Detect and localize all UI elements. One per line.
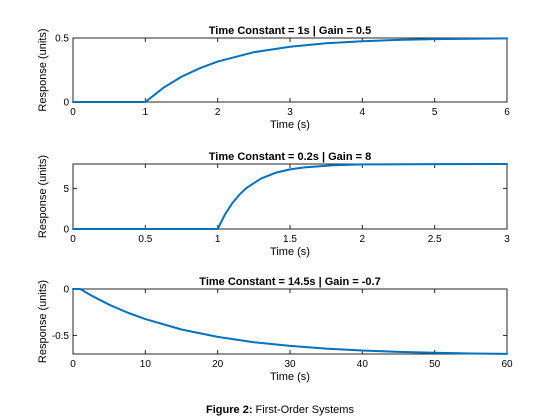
subplot-title: Time Constant = 14.5s | Gain = -0.7 — [199, 276, 380, 288]
x-tick-label: 0 — [70, 234, 76, 245]
x-tick-label: 1 — [143, 107, 149, 118]
x-tick-label: 0 — [70, 359, 76, 370]
x-axis-label: Time (s) — [270, 371, 310, 383]
x-tick-label: 0 — [70, 107, 76, 118]
x-tick-label: 1 — [215, 234, 221, 245]
x-tick-label: 30 — [284, 359, 296, 370]
x-tick-label: 20 — [212, 359, 224, 370]
response-line — [72, 37, 508, 103]
x-tick-label: 3 — [504, 234, 510, 245]
x-tick-label: 10 — [140, 359, 152, 370]
response-line — [72, 163, 508, 230]
x-axis-label: Time (s) — [270, 246, 310, 258]
y-tick-label: -0.5 — [52, 331, 70, 342]
y-tick-label: 5 — [63, 184, 69, 195]
x-tick-label: 50 — [429, 359, 441, 370]
x-tick-label: 2.5 — [428, 234, 442, 245]
x-tick-label: 1.5 — [283, 234, 297, 245]
y-axis-label: Response (units) — [37, 155, 49, 238]
plot-area — [72, 37, 508, 103]
subplot-title: Time Constant = 1s | Gain = 0.5 — [209, 25, 371, 37]
y-tick-label: 0 — [63, 285, 69, 296]
subplot-2: 0 0.5 1 1.5 2 2.5 3 0 5 Time Constant = 0.2s | Ga… — [37, 151, 510, 258]
y-tick-label: 0 — [63, 225, 69, 236]
y-axis-label: Response (units) — [37, 28, 49, 111]
x-tick-label: 60 — [501, 359, 513, 370]
plot-area — [72, 288, 508, 355]
x-tick-label: 5 — [432, 107, 438, 118]
x-tick-label: 2 — [215, 107, 221, 118]
subplot-1: 0 1 2 3 4 5 6 0 0.5 Time Constant = 1s | Gain = 0… — [37, 25, 510, 131]
y-axis-label: Response (units) — [37, 280, 49, 363]
figure-caption-text: First-Order Systems — [255, 404, 354, 416]
x-tick-label: 3 — [287, 107, 293, 118]
x-tick-label: 2 — [360, 234, 366, 245]
x-tick-label: 0.5 — [138, 234, 152, 245]
y-tick-label: 0.5 — [55, 34, 69, 45]
response-line — [72, 288, 508, 355]
figure-caption-label: Figure 2: — [206, 404, 253, 416]
subplot-title: Time Constant = 0.2s | Gain = 8 — [209, 151, 371, 163]
y-tick-label: 0 — [63, 98, 69, 109]
x-tick-label: 40 — [357, 359, 369, 370]
x-tick-label: 4 — [360, 107, 366, 118]
figure-caption: Figure 2: First-Order Systems — [0, 404, 560, 416]
plot-area — [72, 163, 508, 230]
x-tick-label: 6 — [504, 107, 510, 118]
x-axis-label: Time (s) — [270, 119, 310, 131]
subplot-3: 0 10 20 30 40 50 60 -0.5 0 Time Constant = 14.5s … — [37, 276, 513, 383]
